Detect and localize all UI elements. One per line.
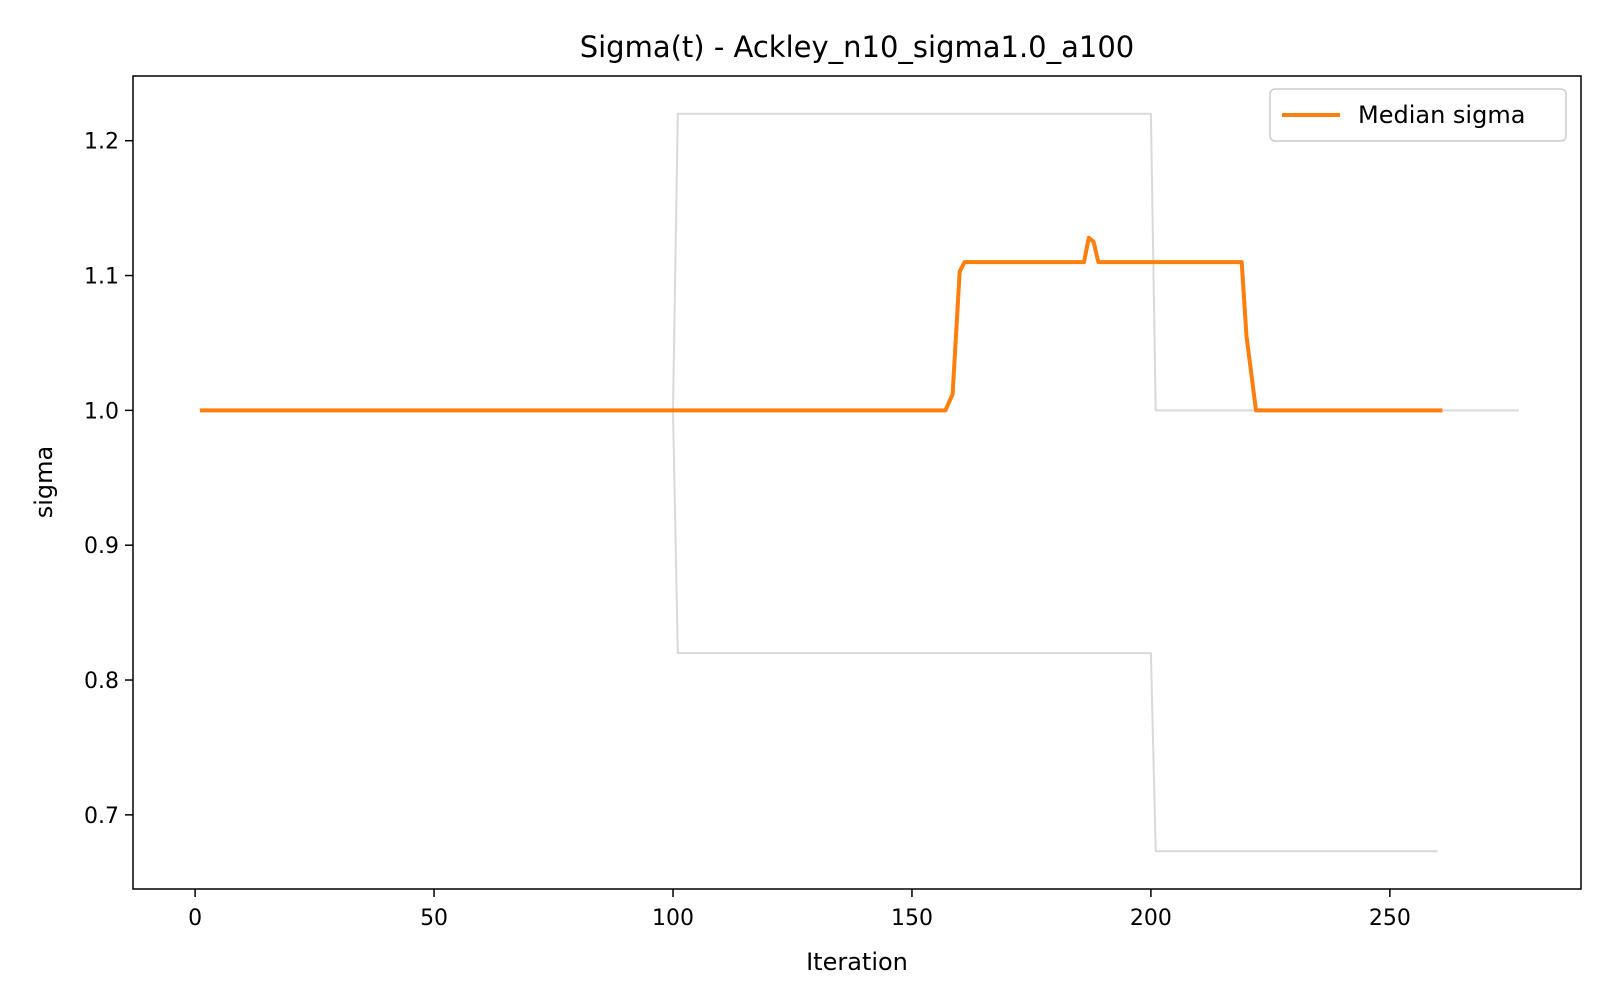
series-line-run-1 (199, 112, 1519, 412)
series-layer (199, 112, 1519, 853)
x-axis-label: Iteration (806, 948, 908, 976)
y-tick-label-1: 1.0 (84, 399, 119, 424)
y-tick-label-0.9: 0.9 (84, 534, 119, 559)
legend: Median sigma (1269, 88, 1567, 142)
y-axis-label: sigma (30, 446, 58, 519)
x-tick-label-50: 50 (420, 906, 448, 931)
plot-frame (132, 75, 1582, 890)
legend-label-median-sigma: Median sigma (1358, 101, 1525, 129)
y-tick-label-1.2: 1.2 (84, 130, 119, 155)
chart-title: Sigma(t) - Ackley_n10_sigma1.0_a100 (580, 30, 1135, 64)
series-line-run-2 (199, 409, 1438, 853)
x-tick-label-100: 100 (652, 906, 694, 931)
y-tick-label-0.8: 0.8 (84, 669, 119, 694)
y-tick-label-1.1: 1.1 (84, 265, 119, 290)
x-tick-label-0: 0 (188, 906, 202, 931)
legend-frame (1269, 88, 1567, 142)
axes-layer: 0 50 100 150 200 250 0.7 0.8 0.9 1.0 1.1 1.2 (84, 75, 1582, 931)
y-tick-label-0.7: 0.7 (84, 804, 119, 829)
x-tick-label-200: 200 (1130, 906, 1172, 931)
x-tick-label-250: 250 (1369, 906, 1411, 931)
x-tick-label-150: 150 (891, 906, 933, 931)
series-line-median-sigma (199, 235, 1443, 413)
